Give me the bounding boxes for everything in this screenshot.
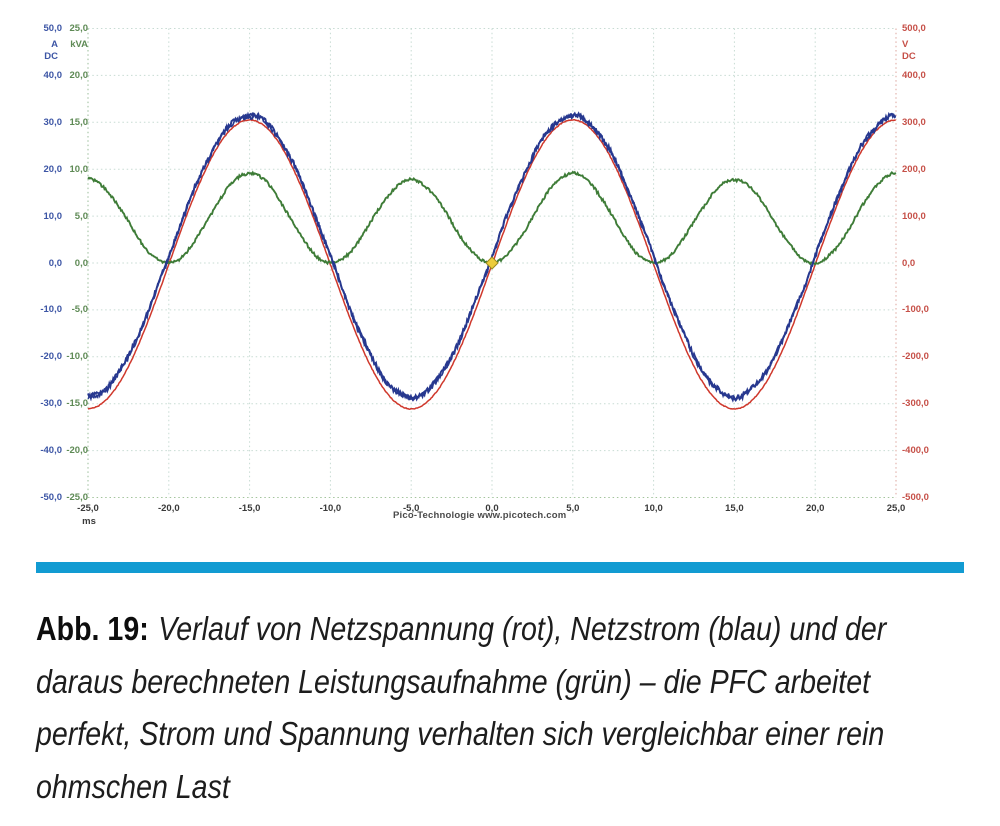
current-axis-tick: -30,0	[40, 398, 62, 410]
power-axis-tick: 20,0	[69, 69, 89, 81]
voltage-axis-tick: 300,0	[902, 116, 926, 128]
waveform-plot	[87, 28, 897, 498]
current-axis-unit: A	[51, 39, 58, 50]
time-axis-unit: ms	[82, 516, 96, 527]
power-axis-tick: 10,0	[69, 163, 89, 175]
current-axis-tick: -40,0	[40, 445, 62, 457]
voltage-axis-tick: -100,0	[902, 304, 929, 316]
time-axis-tick: -25,0	[77, 503, 99, 514]
time-axis-tick: 10,0	[644, 503, 663, 514]
power-axis-tick: 5,0	[74, 210, 88, 222]
current-axis-tick: 50,0	[43, 23, 63, 34]
time-axis-tick: -20,0	[157, 503, 180, 514]
axis-labels-layer: 50,0 40,0 30,0 20,0 10,0 0,0 -10,0 -20,0 -30,0 -4…	[40, 23, 929, 527]
current-axis-unit: DC	[44, 50, 58, 62]
power-axis-tick: 25,0	[69, 23, 89, 34]
power-axis-tick: 0,0	[74, 257, 88, 269]
time-axis-tick: -10,0	[319, 503, 342, 514]
current-axis-tick: 0,0	[48, 257, 62, 269]
watermark-text: Pico-Technologie www.picotech.com	[393, 510, 567, 521]
power-axis-tick: -10,0	[66, 351, 88, 363]
current-axis-tick: 40,0	[43, 69, 63, 81]
current-axis-tick: -50,0	[40, 492, 62, 503]
time-axis-tick: 15,0	[725, 503, 744, 514]
current-axis-tick: -20,0	[40, 351, 62, 363]
power-axis-tick: -15,0	[66, 398, 88, 410]
figure-caption-text: Verlauf von Netzspannung (rot), Netzstro…	[36, 610, 887, 805]
current-axis-tick: 10,0	[43, 210, 63, 222]
power-axis-tick: 15,0	[69, 116, 89, 128]
power-axis-tick: -20,0	[66, 445, 88, 457]
oscilloscope-screenshot: 50,0 40,0 30,0 20,0 10,0 0,0 -10,0 -20,0 -30,0 -4…	[40, 23, 929, 527]
current-axis-tick: -10,0	[40, 304, 62, 316]
power-axis-unit: kVA	[70, 39, 88, 50]
voltage-axis-tick: 500,0	[902, 23, 926, 34]
voltage-axis-unit: V	[902, 39, 909, 50]
voltage-axis-tick: -400,0	[902, 445, 929, 457]
time-axis-tick: 20,0	[805, 503, 825, 514]
figure-caption-body: Abb. 19: Verlauf von Netzspannung (rot), …	[36, 603, 967, 813]
voltage-axis-tick: 100,0	[902, 210, 926, 222]
voltage-axis-tick: -300,0	[902, 398, 929, 410]
time-axis-tick: 5,0	[566, 503, 580, 514]
voltage-axis-tick: -200,0	[902, 351, 929, 363]
caption-divider-bar	[36, 562, 964, 573]
voltage-axis-tick: 400,0	[902, 69, 926, 81]
time-axis-tick: 25,0	[886, 503, 906, 514]
trigger-marker-icon	[485, 256, 499, 270]
power-axis-tick: -5,0	[71, 304, 88, 316]
voltage-axis-tick: 0,0	[902, 257, 916, 269]
time-axis-tick: -5,0	[403, 503, 420, 514]
figure-caption-label: Abb. 19:	[36, 610, 149, 647]
current-axis-tick: 30,0	[43, 116, 63, 128]
current-axis-tick: 20,0	[43, 163, 63, 175]
time-axis-tick: 0,0	[485, 503, 499, 514]
voltage-axis-tick: -500,0	[902, 492, 929, 503]
figure-caption: Abb. 19: Verlauf von Netzspannung (rot), …	[36, 603, 1000, 813]
voltage-axis-unit: DC	[902, 50, 916, 62]
power-axis-tick: -25,0	[66, 492, 88, 503]
voltage-axis-tick: 200,0	[902, 163, 926, 175]
time-axis-tick: -15,0	[238, 503, 261, 514]
